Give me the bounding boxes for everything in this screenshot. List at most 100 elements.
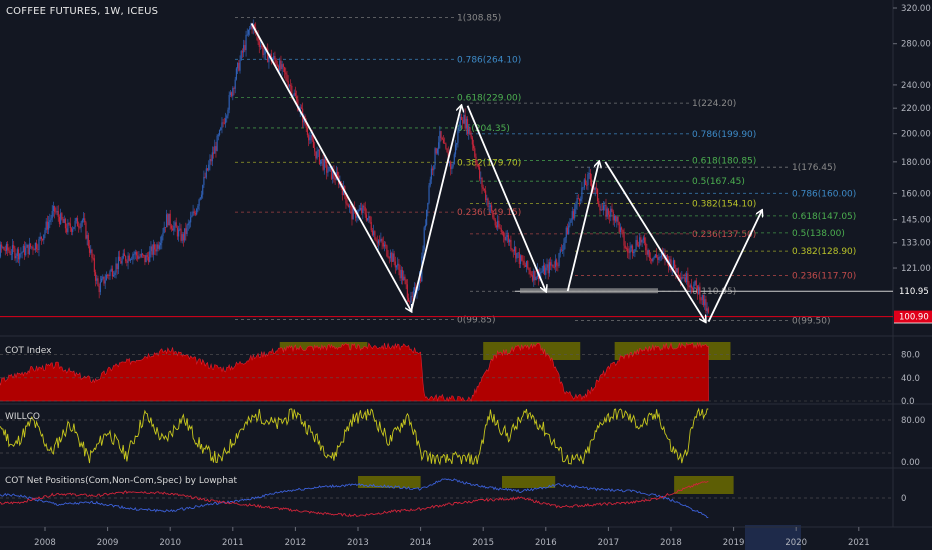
candle-body <box>469 127 471 135</box>
fib-level-label: 0.786(160.00) <box>792 189 856 199</box>
candle-body <box>151 246 153 255</box>
candle-body <box>560 249 563 251</box>
candle-body <box>128 255 130 261</box>
candle-body <box>659 256 661 258</box>
candle-body <box>48 222 50 230</box>
candle-body <box>468 127 470 134</box>
candle-body <box>217 135 219 136</box>
candle-body <box>119 256 121 262</box>
candle-body <box>374 231 376 240</box>
candle-body <box>45 221 47 231</box>
candle-body <box>494 219 496 226</box>
candle-body <box>84 218 86 223</box>
candle-body <box>209 159 211 165</box>
candle-body <box>459 116 461 128</box>
candle-body <box>11 245 14 255</box>
candle-body <box>289 85 292 87</box>
candle-body <box>223 122 225 124</box>
candle-body <box>700 299 702 301</box>
candle-body <box>518 252 520 264</box>
candle-body <box>524 265 526 267</box>
price-tick-label: 200.00 <box>901 130 931 140</box>
fib-level-label: 0(110.95) <box>692 287 736 297</box>
candle-body <box>576 197 578 204</box>
candle-body <box>188 222 191 224</box>
candle-body <box>531 275 534 281</box>
candle-body <box>281 64 283 69</box>
candle-body <box>682 277 684 279</box>
candle-body <box>324 159 327 163</box>
candle-body <box>61 213 63 220</box>
price-tick-label: 145.00 <box>901 216 931 226</box>
candle-body <box>182 234 185 241</box>
candle-body <box>88 246 91 253</box>
candle-body <box>403 276 405 281</box>
candle-body <box>69 223 71 229</box>
netpos-tick-label: 0 <box>901 494 906 504</box>
support-zone <box>520 288 658 294</box>
candle-body <box>311 135 313 141</box>
candle-body <box>454 144 457 155</box>
candle-body <box>51 211 53 219</box>
candle-body <box>221 122 223 128</box>
candle-body <box>478 167 481 179</box>
candle-body <box>133 254 135 256</box>
candle-body <box>146 255 148 257</box>
candle-body <box>528 268 530 271</box>
candle-body <box>3 247 5 251</box>
candle-body <box>93 258 95 273</box>
candle-body <box>445 143 447 149</box>
candle-body <box>689 285 691 288</box>
candle-body <box>129 259 132 261</box>
candle-body <box>413 287 416 291</box>
candle-body <box>480 177 482 179</box>
candle-body <box>239 59 241 71</box>
candle-body <box>594 187 596 190</box>
candle-body <box>481 177 483 188</box>
candle-body <box>152 244 154 255</box>
candle-body <box>216 135 218 151</box>
candle-body <box>559 249 561 254</box>
candle-body <box>441 137 443 140</box>
candle-body <box>85 222 87 239</box>
time-tick-label: 2020 <box>785 538 807 548</box>
candle-body <box>273 56 275 59</box>
candle-body <box>33 249 35 251</box>
candle-body <box>238 62 240 71</box>
candle-body <box>288 85 290 87</box>
candle-body <box>409 301 411 303</box>
candle-body <box>20 253 22 254</box>
candle-body <box>615 215 617 222</box>
candle-body <box>244 45 246 51</box>
candle-body <box>519 255 522 264</box>
candle-body <box>122 253 124 259</box>
candle-body <box>457 130 459 143</box>
candle-body <box>389 252 392 259</box>
candle-body <box>672 260 675 269</box>
candle-body <box>600 209 602 211</box>
candle-body <box>145 255 147 263</box>
candle-body <box>132 254 134 259</box>
candle-body <box>433 165 435 171</box>
candle-body <box>602 205 605 211</box>
candle-body <box>493 217 495 220</box>
candle-body <box>512 250 514 252</box>
candle-body <box>79 226 81 228</box>
candle-body <box>377 240 380 244</box>
price-tick-label: 220.00 <box>901 104 931 114</box>
time-tick-label: 2011 <box>222 538 244 548</box>
candle-body <box>392 253 394 263</box>
candle-body <box>488 206 490 208</box>
candle-body <box>599 205 601 211</box>
willco-tick-label: 80.00 <box>901 416 925 426</box>
candle-body <box>185 228 187 234</box>
candle-body <box>453 154 455 165</box>
candle-body <box>432 168 434 171</box>
candle-body <box>92 257 94 259</box>
candle-body <box>176 227 179 237</box>
candle-body <box>108 275 110 277</box>
arrow-2014-2016-down <box>466 105 546 291</box>
candle-body <box>322 159 324 170</box>
candle-body <box>618 222 620 233</box>
